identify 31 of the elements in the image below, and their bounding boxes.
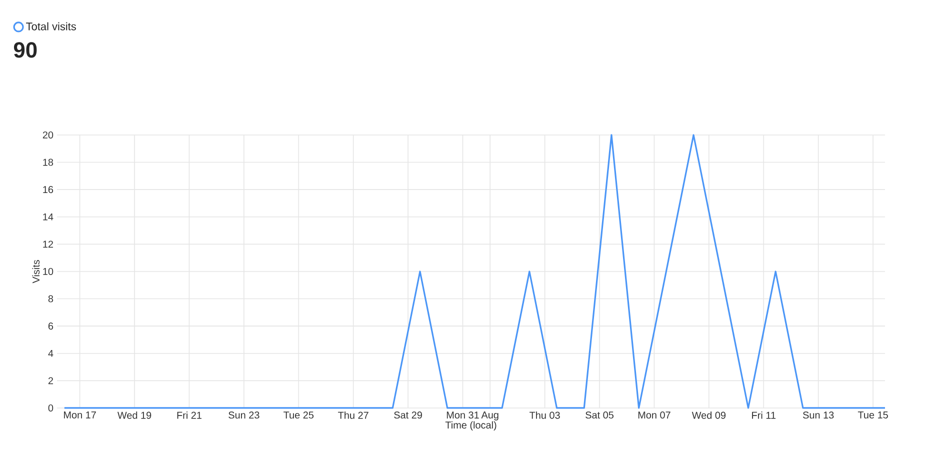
x-tick-label: Mon 17 bbox=[64, 412, 96, 418]
y-tick-label: 4 bbox=[48, 350, 54, 357]
x-tick-label: Fri 11 bbox=[752, 412, 776, 419]
x-tick-label: Sat 05 bbox=[586, 412, 614, 419]
y-tick-label: 18 bbox=[43, 158, 54, 166]
x-tick-label: Sun 23 bbox=[228, 412, 260, 419]
y-tick-label: 20 bbox=[42, 131, 54, 139]
y-tick-label: 16 bbox=[43, 186, 54, 194]
x-tick-label: Tue 15 bbox=[858, 412, 888, 418]
y-tick-label: 14 bbox=[43, 213, 54, 220]
x-tick-label: Thu 03 bbox=[530, 412, 560, 419]
text: 90 bbox=[14, 42, 37, 58]
x-tick-label: Aug bbox=[481, 412, 498, 420]
y-axis-title: Visits bbox=[32, 260, 40, 284]
y-tick-label: 12 bbox=[43, 240, 53, 248]
x-tick-label: Tue 25 bbox=[284, 412, 314, 419]
y-tick-label: 6 bbox=[48, 322, 54, 330]
y-tick-label: 8 bbox=[48, 295, 54, 302]
x-axis-title: Time (local) bbox=[445, 421, 496, 431]
x-tick-label: Mon 07 bbox=[638, 412, 670, 419]
y-tick-label: 2 bbox=[48, 377, 53, 384]
x-tick-label: Wed 19 bbox=[117, 412, 152, 419]
x-tick-label: Sat 29 bbox=[394, 412, 422, 419]
x-tick-label: Thu 27 bbox=[338, 412, 368, 419]
x-tick-label: Fri 21 bbox=[177, 412, 202, 419]
y-tick-label: 0 bbox=[48, 404, 54, 412]
x-tick-label: Sun 13 bbox=[803, 412, 834, 419]
x-tick-label: Wed 09 bbox=[692, 412, 726, 419]
y-tick-label: 10 bbox=[43, 268, 54, 276]
legend-label: Total visits bbox=[26, 22, 76, 30]
x-tick-label: Mon 31 bbox=[446, 412, 479, 419]
